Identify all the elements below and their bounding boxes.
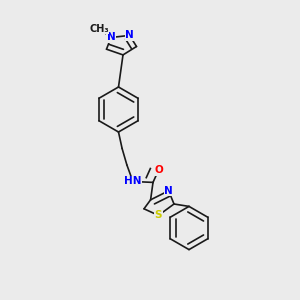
- Text: O: O: [154, 165, 163, 176]
- Text: N: N: [106, 32, 116, 43]
- Text: N: N: [164, 186, 173, 196]
- Text: HN: HN: [124, 176, 142, 187]
- Text: N: N: [125, 30, 134, 40]
- Text: CH₃: CH₃: [89, 23, 109, 34]
- Text: S: S: [155, 210, 162, 220]
